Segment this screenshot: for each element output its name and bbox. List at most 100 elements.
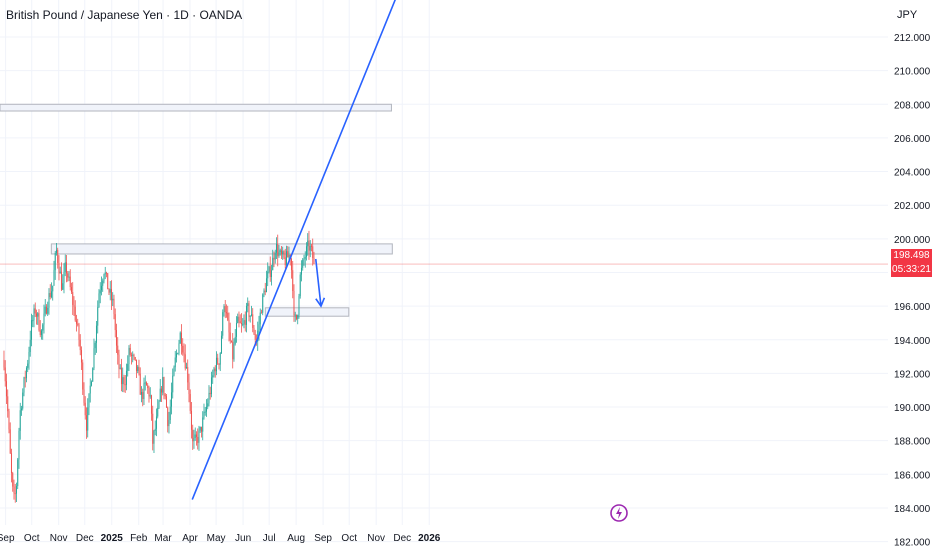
candle-body <box>19 410 21 431</box>
candle-body <box>262 294 264 313</box>
candle-body <box>74 306 76 321</box>
candle-body <box>312 246 314 259</box>
candle-body <box>132 354 134 356</box>
candle-body <box>127 364 129 371</box>
candle-body <box>173 367 175 376</box>
candle-body <box>230 340 232 342</box>
candle-body <box>232 341 234 360</box>
candle-body <box>18 430 20 460</box>
x-tick-label: Apr <box>182 533 198 544</box>
candle-body <box>48 293 50 308</box>
candle-body <box>288 254 290 258</box>
candle-body <box>142 392 144 400</box>
x-tick-label: May <box>207 533 226 544</box>
candle-body <box>184 354 186 369</box>
candle-body <box>224 306 226 313</box>
candle-body <box>180 332 182 346</box>
candle-body <box>110 288 112 301</box>
y-tick-label: 182.000 <box>894 538 931 549</box>
candle-body <box>113 298 115 315</box>
candle-body <box>305 246 307 257</box>
candle-body <box>275 244 277 253</box>
candle-body <box>234 336 236 344</box>
candle-body <box>278 252 280 257</box>
candle-body <box>209 392 211 395</box>
candle-body <box>177 353 179 355</box>
candle-body <box>258 324 260 331</box>
candle-body <box>40 330 42 335</box>
candle-body <box>310 245 312 247</box>
y-tick-label: 192.000 <box>894 369 931 380</box>
candle-body <box>233 343 235 360</box>
candle-body <box>97 307 99 326</box>
candle-body <box>203 411 205 418</box>
candle-body <box>139 373 141 395</box>
candle-body <box>34 308 36 314</box>
candle-body <box>155 416 157 429</box>
candle-body <box>178 343 180 354</box>
candle-body <box>60 271 62 290</box>
candle-body <box>10 453 12 474</box>
candle-body <box>239 321 241 324</box>
y-tick-label: 186.000 <box>894 470 931 481</box>
candle-body <box>253 327 255 335</box>
candle-body <box>140 392 142 395</box>
candle-body <box>274 252 276 260</box>
candle-body <box>257 330 259 342</box>
candle-body <box>100 285 102 291</box>
candle-body <box>82 362 84 390</box>
y-tick-label: 200.000 <box>894 235 931 246</box>
candle-body <box>58 262 60 274</box>
candle-body <box>72 292 74 305</box>
candle-body <box>22 392 24 409</box>
candle-body <box>187 367 189 383</box>
lightning-bolt-icon[interactable] <box>609 503 629 528</box>
y-tick-label: 196.000 <box>894 302 931 313</box>
candle-body <box>195 434 197 437</box>
trendline <box>191 0 396 500</box>
candle-body <box>5 381 7 397</box>
y-tick-label: 194.000 <box>894 336 931 347</box>
candle-body <box>59 271 61 274</box>
y-tick-label: 210.000 <box>894 67 931 78</box>
candle-body <box>294 314 296 316</box>
candle-body <box>123 377 125 385</box>
candle-body <box>169 406 171 420</box>
candle-body <box>265 278 267 293</box>
candle-body <box>237 316 239 324</box>
candle-body <box>160 388 162 393</box>
candle-body <box>249 315 251 317</box>
candle-body <box>165 396 167 408</box>
candle-body <box>172 375 174 393</box>
candle-body <box>45 306 47 314</box>
candle-body <box>4 367 6 382</box>
x-tick-label: 2026 <box>418 533 441 544</box>
candle-body <box>129 347 131 355</box>
candle-body <box>103 274 105 281</box>
candle-body <box>188 382 190 395</box>
candle-body <box>120 367 122 385</box>
candle-body <box>292 270 294 291</box>
candle-body <box>124 384 126 386</box>
candle-body <box>297 315 299 320</box>
candle-body <box>167 407 169 427</box>
candle-body <box>175 353 177 358</box>
candle-body <box>247 303 249 307</box>
y-tick-label: 190.000 <box>894 403 931 414</box>
candle-body <box>225 312 227 314</box>
candle-body <box>220 335 222 354</box>
candle-body <box>63 271 65 284</box>
candle-body <box>285 251 287 266</box>
candle-body <box>147 385 149 389</box>
x-tick-label: Nov <box>50 533 68 544</box>
candle-body <box>212 375 214 378</box>
candle-body <box>68 276 70 278</box>
candle-body <box>200 426 202 432</box>
candle-body <box>309 245 311 251</box>
candle-body <box>313 258 315 265</box>
candle-body <box>282 251 284 255</box>
candle-body <box>144 382 146 384</box>
x-tick-label: 2025 <box>101 533 124 544</box>
candle-body <box>148 388 150 397</box>
